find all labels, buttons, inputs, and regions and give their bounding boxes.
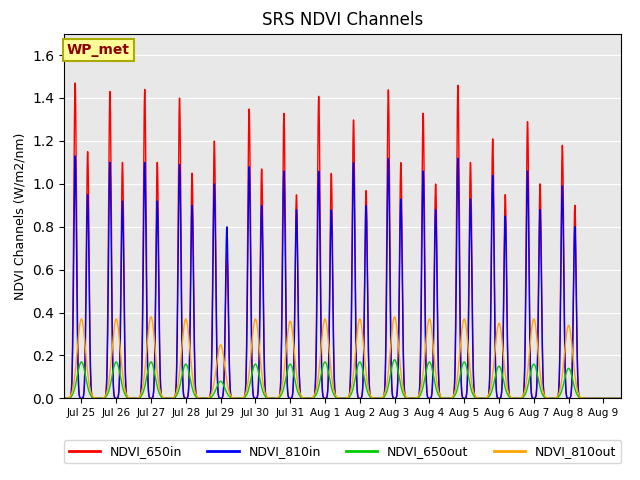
Legend: NDVI_650in, NDVI_810in, NDVI_650out, NDVI_810out: NDVI_650in, NDVI_810in, NDVI_650out, NDV… [63,440,621,463]
Text: WP_met: WP_met [67,43,130,57]
Y-axis label: NDVI Channels (W/m2/nm): NDVI Channels (W/m2/nm) [13,132,27,300]
Title: SRS NDVI Channels: SRS NDVI Channels [262,11,423,29]
